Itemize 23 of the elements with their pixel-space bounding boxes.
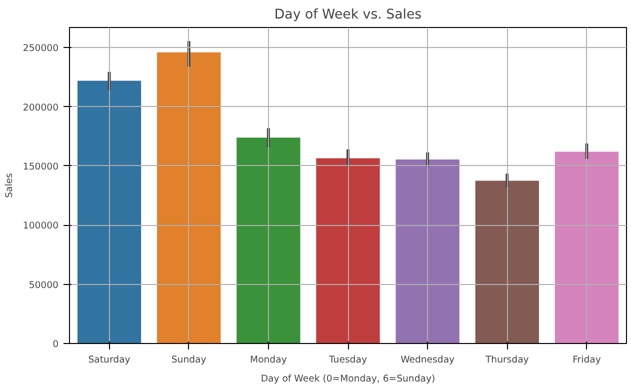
y-tick-label: 0 <box>52 339 59 350</box>
bar <box>236 138 300 344</box>
bar <box>157 52 221 344</box>
bar <box>475 180 539 344</box>
y-tick-label: 100000 <box>22 220 59 232</box>
y-tick-label: 200000 <box>22 102 59 114</box>
x-tick-label: Tuesday <box>328 354 368 366</box>
bar <box>396 159 460 344</box>
bar <box>77 80 142 344</box>
x-tick-label: Thursday <box>484 354 530 366</box>
chart-title: Day of Week vs. Sales <box>274 8 422 22</box>
x-tick-label: Monday <box>250 354 288 366</box>
y-tick-label: 150000 <box>22 161 59 172</box>
y-tick-label: 250000 <box>22 43 59 54</box>
x-axis-title: Day of Week (0=Monday, 6=Sunday) <box>260 374 436 384</box>
y-tick-label: 50000 <box>28 280 59 291</box>
x-tick-label: Friday <box>572 354 602 366</box>
x-tick-label: Sunday <box>171 354 207 366</box>
x-tick-label: Wednesday <box>400 354 456 366</box>
bar <box>316 158 380 344</box>
y-axis-title: Sales <box>4 172 15 198</box>
bar <box>554 152 619 344</box>
x-tick-label: Saturday <box>88 354 131 366</box>
